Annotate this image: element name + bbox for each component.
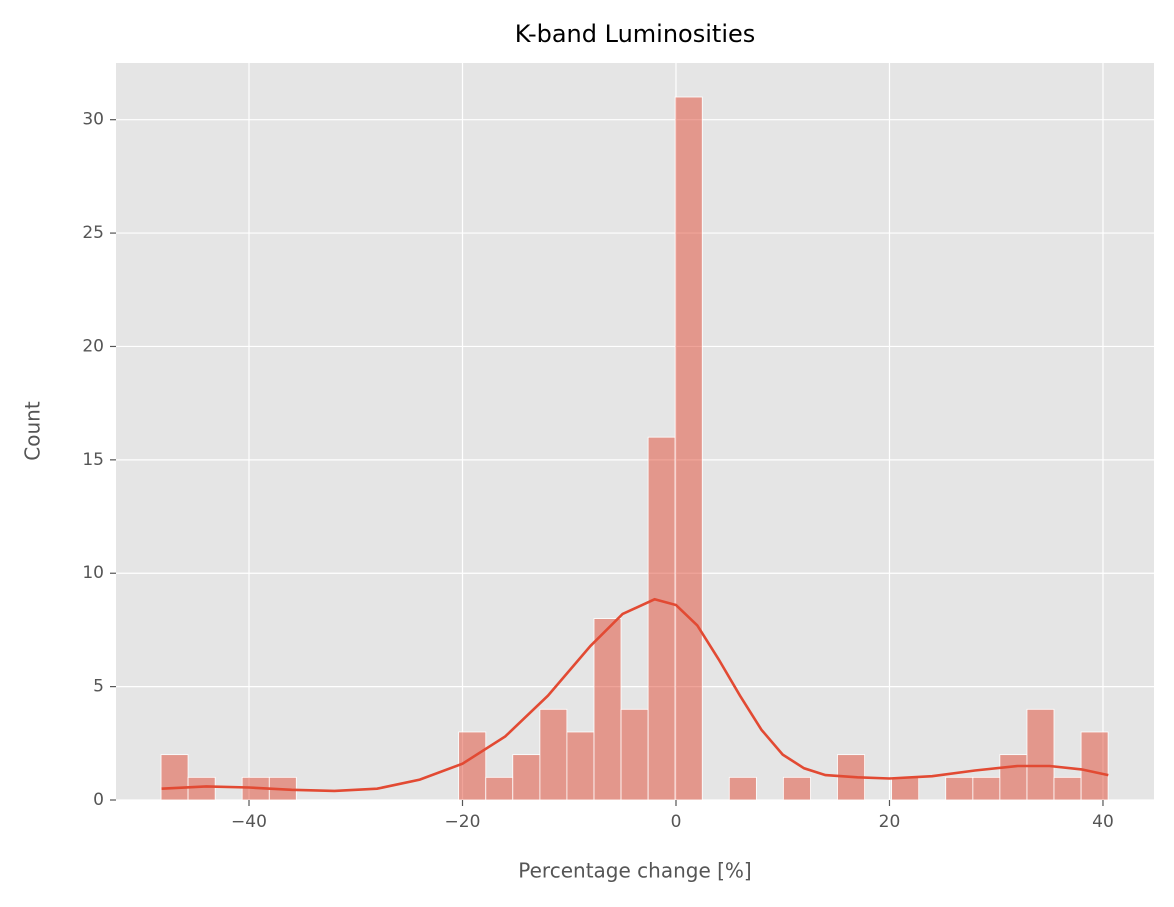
- histogram-bar: [891, 776, 920, 801]
- x-tick-label: 0: [671, 812, 682, 832]
- histogram-bar: [458, 731, 487, 801]
- histogram-bar: [999, 754, 1028, 801]
- histogram-bar: [566, 731, 595, 801]
- histogram-bar: [674, 96, 703, 801]
- histogram-bar: [1053, 776, 1082, 801]
- histogram-bar: [593, 618, 622, 801]
- y-tick-label: 15: [82, 450, 104, 470]
- histogram-bar: [647, 436, 676, 801]
- histogram-bar: [1026, 708, 1055, 801]
- x-tick-label: 40: [1092, 812, 1114, 832]
- x-tick-label: −20: [445, 812, 481, 832]
- histogram-bar: [620, 708, 649, 801]
- x-tick-label: 20: [879, 812, 901, 832]
- y-tick-label: 0: [93, 790, 104, 810]
- histogram-bar: [485, 776, 514, 801]
- histogram-bar: [512, 754, 541, 801]
- histogram-bar: [187, 776, 216, 801]
- y-tick-label: 30: [82, 110, 104, 130]
- kde-line: [161, 597, 1109, 793]
- y-tick-label: 10: [82, 563, 104, 583]
- x-axis-label: Percentage change [%]: [518, 859, 751, 883]
- histogram-bar: [972, 776, 1001, 801]
- y-tick-label: 25: [82, 223, 104, 243]
- y-tick-label: 5: [93, 677, 104, 697]
- y-axis-label: Count: [21, 401, 45, 461]
- histogram-bar: [782, 776, 811, 801]
- histogram-bar: [945, 776, 974, 801]
- histogram-bar: [160, 754, 189, 801]
- chart-title: K-band Luminosities: [515, 20, 756, 48]
- y-tick-label: 20: [82, 336, 104, 356]
- plot-background: [116, 63, 1154, 800]
- histogram-bar: [539, 708, 568, 801]
- histogram-bar: [1080, 731, 1109, 801]
- histogram-bar: [728, 776, 757, 801]
- x-tick-label: −40: [231, 812, 267, 832]
